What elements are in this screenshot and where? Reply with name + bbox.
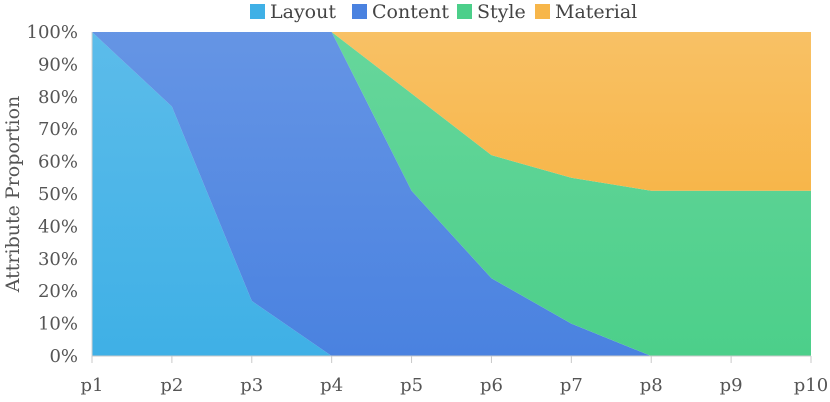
y-tick-label: 30% bbox=[38, 249, 78, 270]
x-tick-label: p6 bbox=[480, 375, 503, 396]
y-tick-label: 70% bbox=[38, 119, 78, 140]
y-tick-label: 0% bbox=[49, 346, 78, 367]
legend-label-layout: Layout bbox=[270, 1, 336, 23]
legend-swatch-layout bbox=[250, 4, 265, 19]
x-tick-label: p10 bbox=[794, 375, 828, 396]
x-tick-label: p8 bbox=[640, 375, 663, 396]
x-tick-label: p3 bbox=[240, 375, 263, 396]
x-tick-label: p2 bbox=[160, 375, 183, 396]
y-tick-label: 80% bbox=[38, 87, 78, 108]
y-tick-label: 100% bbox=[27, 22, 78, 43]
area-series-layout bbox=[92, 32, 811, 356]
x-tick-label: p9 bbox=[720, 375, 743, 396]
y-tick-label: 90% bbox=[38, 54, 78, 75]
x-tick-label: p4 bbox=[320, 375, 343, 396]
y-tick-label: 50% bbox=[38, 184, 78, 205]
y-tick-label: 60% bbox=[38, 152, 78, 173]
x-tick-label: p1 bbox=[81, 375, 104, 396]
y-tick-label: 40% bbox=[38, 216, 78, 237]
legend-label-style: Style bbox=[477, 1, 526, 23]
y-tick-label: 10% bbox=[38, 314, 78, 335]
legend-label-material: Material bbox=[555, 1, 637, 23]
legend-swatch-material bbox=[535, 4, 550, 19]
area-series-style bbox=[92, 32, 811, 356]
area-series-material bbox=[92, 32, 811, 191]
x-tick-label: p5 bbox=[400, 375, 423, 396]
legend-swatch-content bbox=[352, 4, 367, 19]
x-tick-label: p7 bbox=[560, 375, 583, 396]
legend-label-content: Content bbox=[372, 1, 449, 23]
area-series-content bbox=[92, 32, 811, 356]
legend-swatch-style bbox=[457, 4, 472, 19]
y-tick-label: 20% bbox=[38, 281, 78, 302]
y-axis-title: Attribute Proportion bbox=[2, 96, 24, 294]
